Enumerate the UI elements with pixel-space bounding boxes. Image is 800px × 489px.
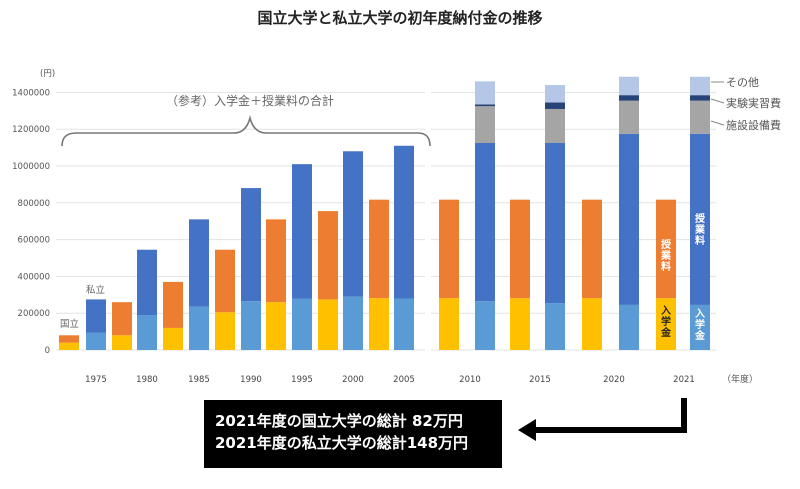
x-tick-label: 2005 [393,375,415,385]
x-tick-label: 2021 [673,375,695,385]
reference-brace [61,114,431,147]
national-tuition-bar [318,211,338,300]
national-tuition-bar [215,249,235,313]
y-tick-label: 600000 [18,236,50,246]
private-admission-bar [137,315,157,350]
private-tuition-bar [241,188,261,302]
legend-practical-label: 実験実習費 [726,96,781,110]
private-facility-bar [690,100,710,134]
private-tuition-bar [619,133,639,305]
private-2021-tuition-label: 授業料 [694,212,706,247]
private-other-bar [619,76,639,96]
private-tuition-bar [545,143,565,304]
private-practical-bar [475,104,495,107]
private-tuition-bar [343,151,363,297]
private-tuition-bar [394,145,414,299]
private-tuition-bar [137,249,157,316]
national-tuition-bar [59,335,79,343]
summary-arrow-line [533,398,687,433]
x-tick-label: 1985 [188,375,210,385]
chart-title: 国立大学と私立大学の初年度納付金の推移 [257,9,542,27]
x-axis-unit: （年度） [722,373,758,385]
summary-line-national: 2021年度の国立大学の総計 82万円 [215,412,463,430]
private-admission-bar [343,296,363,350]
y-tick-label: 1000000 [12,162,50,172]
national-admission-bar [215,312,235,350]
private-tuition-bar [86,299,106,333]
private-practical-bar [690,95,710,101]
national-tuition-bar [112,302,132,336]
summary-box: 2021年度の国立大学の総計 82万円 2021年度の私立大学の総計148万円 [204,400,502,468]
national-admission-bar [112,335,132,350]
national-admission-bar [266,302,286,350]
y-axis-unit: (円) [40,69,55,79]
private-tuition-bar [189,219,209,307]
x-tick-label: 2015 [529,375,551,385]
summary-line-private: 2021年度の私立大学の総計148万円 [215,434,469,452]
private-2021-admission-label: 入学金 [694,308,706,342]
legend-other-label: その他 [726,76,759,89]
private-admission-bar [394,298,414,350]
y-tick-label: 1400000 [12,88,50,98]
private-facility-bar [475,106,495,143]
national-tuition-bar [656,199,676,299]
x-tick-label: 1980 [136,375,158,385]
national-tuition-bar [582,199,602,299]
national-tuition-bar [163,281,183,328]
label-national: 国立 [60,318,79,330]
private-other-bar [475,81,495,105]
label-private: 私立 [86,284,105,296]
private-admission-bar [619,304,639,350]
y-tick-label: 0 [45,346,50,356]
private-admission-bar [475,301,495,350]
x-tick-label: 2020 [603,375,625,385]
x-tick-label: 1990 [240,375,262,385]
private-other-bar [690,76,710,96]
x-tick-label: 1975 [85,375,107,385]
national-admission-bar [59,342,79,350]
x-tick-label: 1995 [291,375,313,385]
national-admission-bar [439,298,459,350]
private-admission-bar [189,306,209,350]
x-tick-label: 2000 [342,375,364,385]
private-practical-bar [545,102,565,109]
y-tick-label: 200000 [18,309,50,319]
private-other-bar [545,85,565,103]
x-tick-label: 2010 [459,375,481,385]
private-practical-bar [619,95,639,101]
private-admission-bar [545,303,565,350]
legend-facility-leader [710,120,725,126]
reference-label: （参考）入学金＋授業料の合計 [166,93,334,108]
private-admission-bar [690,304,710,350]
private-tuition-bar [292,164,312,299]
national-2021-admission-label: 入学金 [660,305,672,339]
private-admission-bar [86,332,106,350]
national-tuition-bar [266,219,286,303]
y-tick-label: 800000 [18,199,50,209]
national-tuition-bar [369,199,389,299]
private-admission-bar [292,298,312,350]
private-facility-bar [619,100,639,134]
legend-facility-label: 施設設備費 [726,118,781,132]
y-tick-label: 400000 [18,272,50,282]
national-tuition-bar [510,199,530,299]
legend-practical-leader [710,98,725,104]
national-2021-tuition-label: 授業料 [660,238,672,273]
national-admission-bar [369,298,389,350]
private-tuition-bar [475,143,495,302]
national-tuition-bar [439,199,459,299]
private-admission-bar [241,301,261,350]
national-admission-bar [582,298,602,350]
y-tick-label: 1200000 [12,125,50,135]
summary-arrow-head [518,419,536,441]
national-admission-bar [163,327,183,350]
national-admission-bar [656,298,676,350]
national-admission-bar [318,299,338,350]
private-facility-bar [545,108,565,143]
national-admission-bar [510,298,530,350]
private-tuition-bar [690,133,710,305]
